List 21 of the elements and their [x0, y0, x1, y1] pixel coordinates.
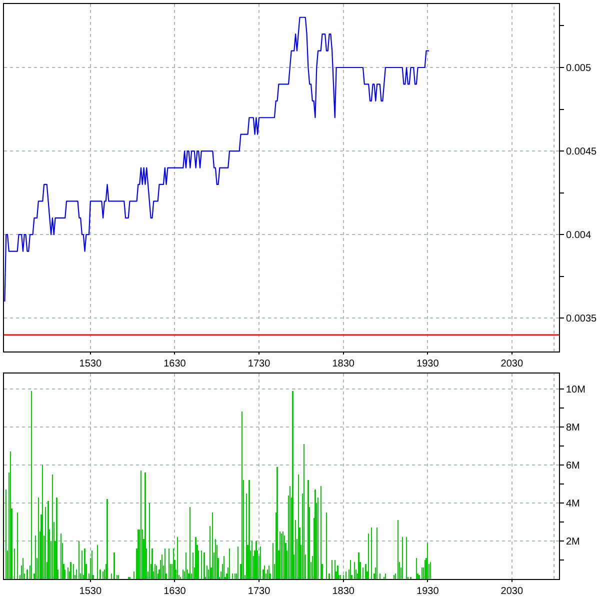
x-tick-label: 1930: [416, 586, 440, 597]
y-tick-label: 8M: [566, 422, 580, 434]
x-tick-label: 1830: [332, 358, 355, 370]
y-tick-label: 2M: [566, 536, 580, 548]
x-tick-label: 1630: [164, 586, 186, 597]
y-tick-label: 6M: [566, 460, 580, 472]
x-tick-label: 1730: [248, 586, 271, 597]
x-tick-label: 1530: [79, 358, 102, 370]
x-tick-label: 1630: [164, 358, 186, 370]
y-tick-label: 0.0035: [566, 314, 598, 325]
y-tick-label: 0.0045: [566, 146, 598, 158]
y-tick-label: 0.005: [566, 63, 592, 74]
x-tick-label: 2030: [500, 358, 524, 370]
x-tick-label: 2030: [500, 586, 524, 597]
y-tick-label: 0.004: [566, 230, 592, 242]
x-tick-label: 1930: [416, 358, 440, 370]
y-tick-label: 4M: [566, 498, 580, 510]
y-tick-label: 10M: [566, 384, 586, 396]
x-tick-label: 1830: [332, 586, 355, 597]
x-tick-label: 1730: [248, 358, 271, 370]
x-tick-label: 1530: [79, 586, 102, 597]
